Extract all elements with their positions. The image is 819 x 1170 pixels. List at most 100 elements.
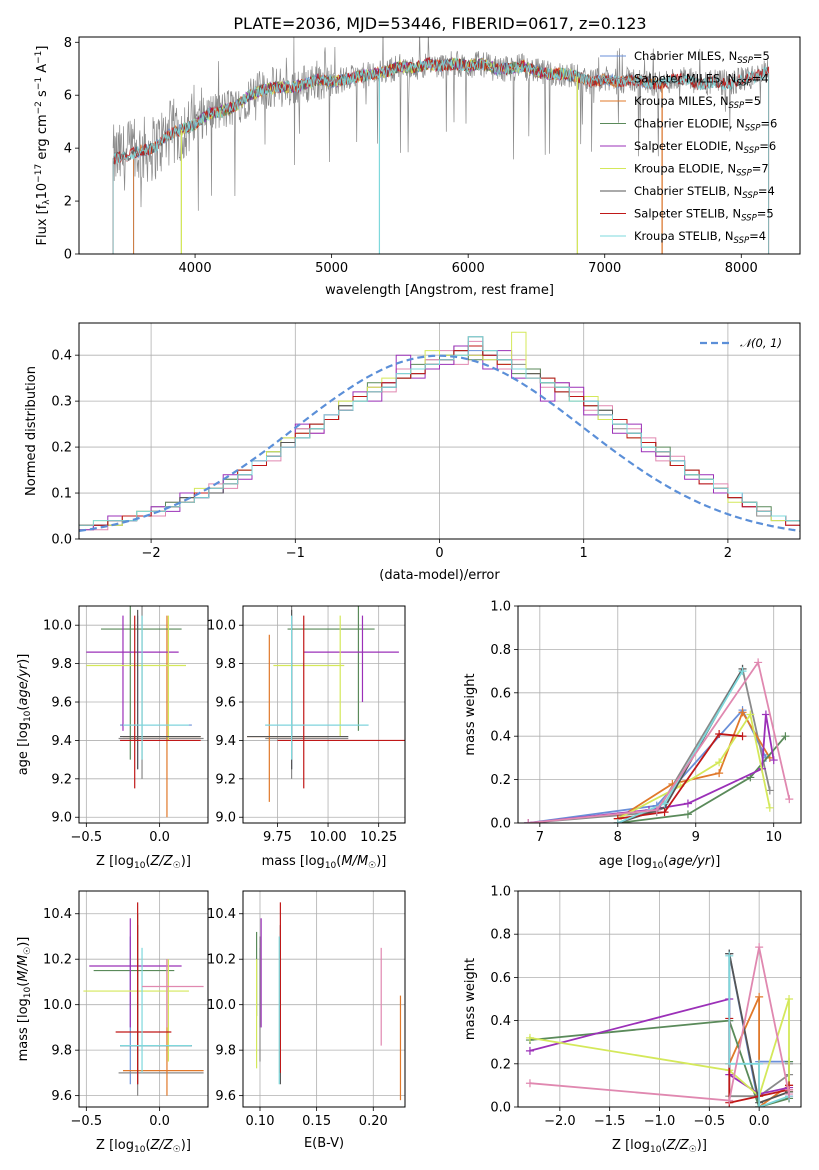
axes-frame xyxy=(78,605,209,824)
y-tick-label: 9.2 xyxy=(51,772,72,787)
spectrum-lines xyxy=(112,37,770,254)
residual-panel: −2 −1 0 1 2 0.0 0.1 0.2 0.3 0.4 𝒩(0, 1) (data-model… xyxy=(24,322,801,583)
x-axis-label: (data-model)/error xyxy=(379,568,500,583)
y-tick-label: 9.0 xyxy=(215,811,236,826)
x-axis-label: Z [log10(Z/Z☉)] xyxy=(96,1138,191,1155)
axis-label-part: ☉ xyxy=(173,861,181,871)
mass-weight-marker xyxy=(755,943,764,952)
x-tick-label: 0.0 xyxy=(749,1114,770,1129)
mass-weight-line-3 xyxy=(617,735,787,823)
x-axis-label: E(B-V) xyxy=(304,1136,344,1151)
legend-entry: Kroupa MILES, NSSP=5 xyxy=(634,94,761,111)
y-tick-label: 6 xyxy=(64,89,72,104)
y-tick-label: 0.6 xyxy=(490,686,511,701)
y-tick-label: 10.0 xyxy=(43,998,72,1013)
mass-weight-marker xyxy=(785,995,794,1003)
axis-label-part: 10 xyxy=(134,861,146,871)
axis-label-part: age [log xyxy=(16,722,31,775)
axis-label-part: ( xyxy=(336,854,341,869)
axis-label-part: M/M xyxy=(16,955,31,982)
axis-label-part: ( xyxy=(145,854,150,869)
legend-label-main: Salpeter MILES, N xyxy=(634,72,736,86)
y-tick-label: 0.8 xyxy=(490,643,511,658)
mass-weight-line-1 xyxy=(528,666,771,823)
axis-label-part: M/M xyxy=(341,854,368,869)
y-axis-label: Normed distribution xyxy=(24,366,39,496)
axis-label-part: ( xyxy=(16,706,31,711)
y-label-sup: −17 xyxy=(34,164,44,183)
legend-label-main: Kroupa ELODIE, N xyxy=(634,162,736,176)
massweight_vs_Z-lines xyxy=(525,943,794,1107)
mass-weight-marker xyxy=(725,1096,734,1105)
axis-label-part: )] xyxy=(181,854,191,869)
axes-frame xyxy=(242,605,406,824)
mass-weight-marker xyxy=(755,992,764,1001)
massweight_vs_age-lines xyxy=(524,658,794,823)
axes-frame xyxy=(242,890,406,1108)
y-label-part: Flux [f xyxy=(35,204,50,245)
x-axis-label: mass [log10(M/M☉)] xyxy=(262,854,387,871)
x-axis-label: age [log10(age/yr)] xyxy=(599,854,721,871)
x-tick-label: 2 xyxy=(724,546,732,561)
y-tick-label: 9.4 xyxy=(51,734,72,749)
mass_vs_EBV-points xyxy=(255,902,402,1101)
x-tick-label: 5000 xyxy=(315,261,348,276)
mass-weight-marker xyxy=(754,658,763,667)
y-label-part: s xyxy=(35,90,50,101)
axis-label-part: 10 xyxy=(134,1145,146,1155)
axis-label-part: ( xyxy=(661,1138,666,1153)
axis-label-part: ( xyxy=(663,854,668,869)
y-tick-label: 9.6 xyxy=(215,696,236,711)
mass-weight-marker xyxy=(715,758,724,767)
mass-weight-marker xyxy=(525,1046,534,1055)
legend-entry: Chabrier MILES, NSSP=5 xyxy=(634,49,770,66)
axis-label-part: age [log xyxy=(599,854,652,869)
y-tick-label: 0.0 xyxy=(490,817,511,832)
mass-weight-marker xyxy=(755,1059,764,1068)
y-tick-label: 9.8 xyxy=(51,657,72,672)
x-tick-label: 4000 xyxy=(179,261,212,276)
axes-frame xyxy=(78,890,209,1108)
y-tick-label: 10.0 xyxy=(207,998,236,1013)
legend-label-main: Kroupa STELIB, N xyxy=(634,229,734,243)
legend-normal: 𝒩(0, 1) xyxy=(740,336,782,350)
legend-label-sub: SSP xyxy=(744,146,760,156)
legend-entry: Salpeter MILES, NSSP=4 xyxy=(634,72,769,89)
legend-entry: Kroupa STELIB, NSSP=4 xyxy=(634,229,766,246)
y-tick-label: 9.6 xyxy=(215,1089,236,1104)
y-tick-label: 0.0 xyxy=(490,1101,511,1116)
legend-label-main: Chabrier ELODIE, N xyxy=(634,117,745,131)
y-axis-label: mass weight xyxy=(463,673,478,755)
mass-weight-marker xyxy=(746,710,755,719)
y-tick-label: 10.0 xyxy=(43,619,72,634)
massweight_vs_Z-panel: −2.0 −1.5 −1.0 −0.5 0.0 0.0 0.2 0.4 0.6 0.8 1.0 Z [… xyxy=(463,885,802,1155)
y-label-sub: λ xyxy=(42,199,52,205)
legend-label-main: Chabrier STELIB, N xyxy=(634,184,742,198)
y-tick-label: 9.0 xyxy=(51,811,72,826)
x-tick-label: 0.10 xyxy=(246,1114,275,1129)
axis-label-part: mass [log xyxy=(262,854,325,869)
axis-label-part: Z [log xyxy=(96,854,134,869)
mass-weight-marker xyxy=(524,819,533,823)
axis-label-part: )] xyxy=(376,854,386,869)
y-tick-label: 9.8 xyxy=(51,1044,72,1059)
axis-label-part: ☉ xyxy=(689,1145,697,1155)
axis-label-part: )] xyxy=(697,1138,707,1153)
axis-label-part: ( xyxy=(16,982,31,987)
x-tick-label: 6000 xyxy=(452,261,485,276)
legend-label-tail: =4 xyxy=(749,229,766,243)
axis-label-part: ☉ xyxy=(368,861,376,871)
axes-mass_vs_Z: −0.5 0.0 9.6 9.8 10.0 10.2 10.4 xyxy=(43,891,208,1129)
y-axis-label: mass [log10(M/M☉)] xyxy=(16,937,33,1062)
mass-weight-marker xyxy=(765,786,774,795)
x-tick-label: 10.25 xyxy=(360,830,397,845)
axes-frame xyxy=(517,890,802,1108)
mass-weight-marker xyxy=(652,805,661,814)
axis-label-part: Z/Z xyxy=(666,1138,690,1153)
spectrum-panel: 4000 5000 6000 7000 8000 0 2 4 6 8 Chabrier MILES,… xyxy=(34,36,801,298)
legend-entry: Salpeter ELODIE, NSSP=6 xyxy=(634,139,776,156)
mass-weight-marker xyxy=(738,667,747,676)
axis-label-part: mass [log xyxy=(16,998,31,1061)
